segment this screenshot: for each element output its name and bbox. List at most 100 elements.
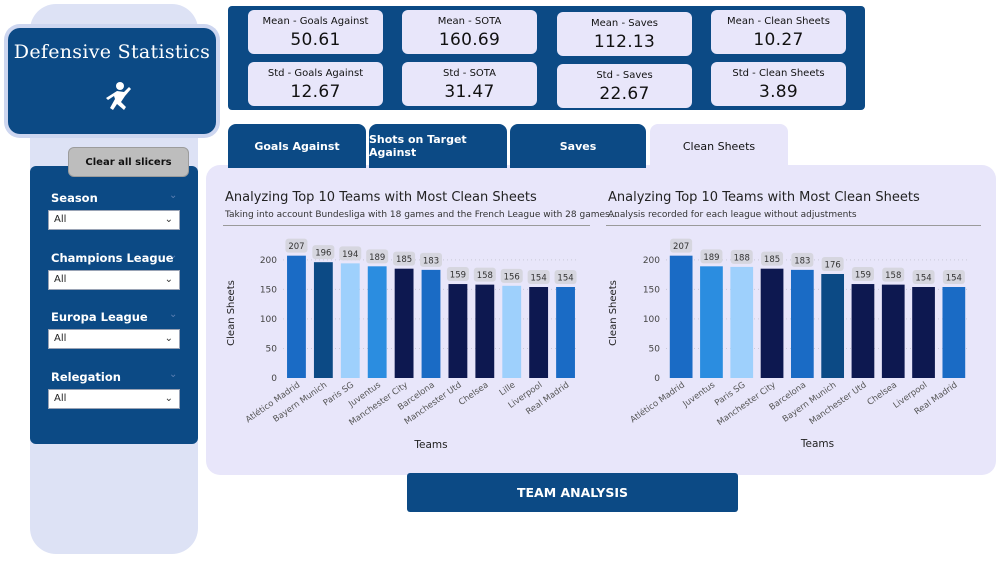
x-tick-label: Juventus	[681, 380, 718, 410]
data-label: 154	[531, 274, 547, 284]
bar	[367, 266, 387, 378]
data-label: 196	[315, 249, 331, 259]
y-tick-label: 50	[266, 344, 278, 354]
slicer-label-season: Season	[51, 191, 98, 205]
data-label: 156	[504, 272, 520, 282]
bar	[730, 266, 754, 378]
bar	[394, 268, 414, 378]
tab-goals-against[interactable]: Goals Against	[228, 124, 366, 168]
bar	[421, 269, 441, 378]
data-label: 159	[855, 271, 871, 281]
bar	[502, 285, 522, 378]
data-label-badge	[473, 267, 496, 282]
champions-league-dropdown[interactable]: All ⌄	[48, 270, 180, 290]
chevron-down-icon: ⌄	[164, 393, 173, 404]
bar	[529, 287, 549, 378]
bar	[448, 284, 468, 378]
data-label-badge	[912, 270, 935, 284]
chevron-down-icon[interactable]: ⌄	[169, 250, 178, 261]
y-tick-label: 0	[271, 374, 277, 384]
season-dropdown[interactable]: All ⌄	[48, 210, 180, 230]
chart-title: Analyzing Top 10 Teams with Most Clean S…	[225, 190, 537, 205]
data-label-badge	[670, 238, 693, 253]
data-label-badge	[393, 251, 416, 266]
data-label: 185	[764, 255, 780, 265]
data-label-badge	[851, 267, 874, 282]
data-label-badge	[339, 246, 362, 261]
y-tick-label: 50	[649, 344, 661, 354]
chevron-down-icon[interactable]: ⌄	[169, 309, 178, 320]
page-title: Defensive Statistics	[13, 41, 211, 63]
y-tick-label: 0	[654, 374, 660, 384]
x-tick-label: Chelsea	[457, 380, 490, 408]
data-label: 154	[915, 274, 931, 284]
data-label: 176	[825, 261, 841, 271]
europa-league-dropdown-value: All	[54, 333, 67, 344]
kpi-card: Std - SOTA 31.47	[402, 62, 537, 106]
data-label: 154	[557, 274, 573, 284]
bar	[556, 287, 575, 378]
kpi-value: 50.61	[290, 30, 341, 50]
data-label-badge	[420, 252, 442, 267]
y-tick-label: 200	[260, 256, 277, 266]
x-axis-label: Teams	[800, 438, 834, 450]
data-label: 207	[673, 242, 689, 252]
data-label-badge	[942, 270, 965, 284]
data-label: 183	[794, 256, 810, 266]
kpi-value: 31.47	[444, 82, 495, 102]
bar	[821, 274, 845, 378]
kpi-card: Mean - SOTA 160.69	[402, 10, 537, 54]
relegation-dropdown[interactable]: All ⌄	[48, 389, 180, 409]
tab-saves[interactable]: Saves	[510, 124, 646, 168]
data-label-badge	[366, 249, 389, 264]
bar	[881, 284, 905, 378]
season-dropdown-value: All	[54, 214, 67, 225]
data-label-badge	[527, 270, 550, 284]
chevron-down-icon[interactable]: ⌄	[169, 369, 178, 380]
data-label-badge	[285, 238, 308, 253]
bar	[287, 255, 306, 378]
x-tick-label: Atlético Madrid	[628, 379, 687, 425]
data-label-badge	[446, 267, 469, 282]
x-tick-label: Lille	[498, 380, 518, 398]
team-analysis-button[interactable]: TEAM ANALYSIS	[407, 473, 738, 512]
data-label: 189	[369, 253, 385, 263]
kpi-card: Std - Clean Sheets 3.89	[711, 62, 846, 106]
bar	[790, 269, 814, 378]
chevron-down-icon[interactable]: ⌄	[169, 190, 178, 201]
bar	[912, 287, 935, 378]
data-label-badge	[791, 252, 814, 267]
bar	[760, 268, 784, 378]
bar	[340, 263, 360, 378]
data-label: 194	[342, 250, 358, 260]
kpi-value: 160.69	[438, 30, 501, 50]
kpi-value: 3.89	[758, 82, 799, 102]
data-label: 158	[477, 271, 493, 281]
bar	[669, 255, 693, 378]
chart-title-divider	[223, 225, 590, 226]
chevron-down-icon: ⌄	[164, 333, 173, 344]
kpi-label: Std - Goals Against	[267, 68, 364, 79]
data-label-badge	[554, 270, 577, 284]
bar	[313, 262, 333, 378]
slicer-label-relegation: Relegation	[51, 370, 121, 384]
kpi-value: 12.67	[290, 82, 341, 102]
bar	[700, 266, 723, 378]
tab-shots-on-target-against[interactable]: Shots on Target Against	[369, 124, 507, 168]
kpi-label: Mean - Clean Sheets	[727, 16, 830, 27]
europa-league-dropdown[interactable]: All ⌄	[48, 329, 180, 349]
champions-league-dropdown-value: All	[54, 274, 67, 285]
y-tick-label: 100	[643, 315, 660, 325]
slicer-label-europa-league: Europa League	[51, 310, 148, 324]
slicer-label-champions-league: Champions League	[51, 251, 174, 265]
chevron-down-icon: ⌄	[164, 214, 173, 225]
tab-clean-sheets[interactable]: Clean Sheets	[650, 124, 788, 168]
data-label: 207	[288, 242, 304, 252]
kpi-card: Mean - Saves 112.13	[557, 12, 692, 56]
clear-slicers-button[interactable]: Clear all slicers	[68, 147, 189, 177]
y-tick-label: 200	[643, 256, 660, 266]
bar	[942, 287, 966, 378]
data-label: 158	[885, 271, 901, 281]
chevron-down-icon: ⌄	[164, 274, 173, 285]
